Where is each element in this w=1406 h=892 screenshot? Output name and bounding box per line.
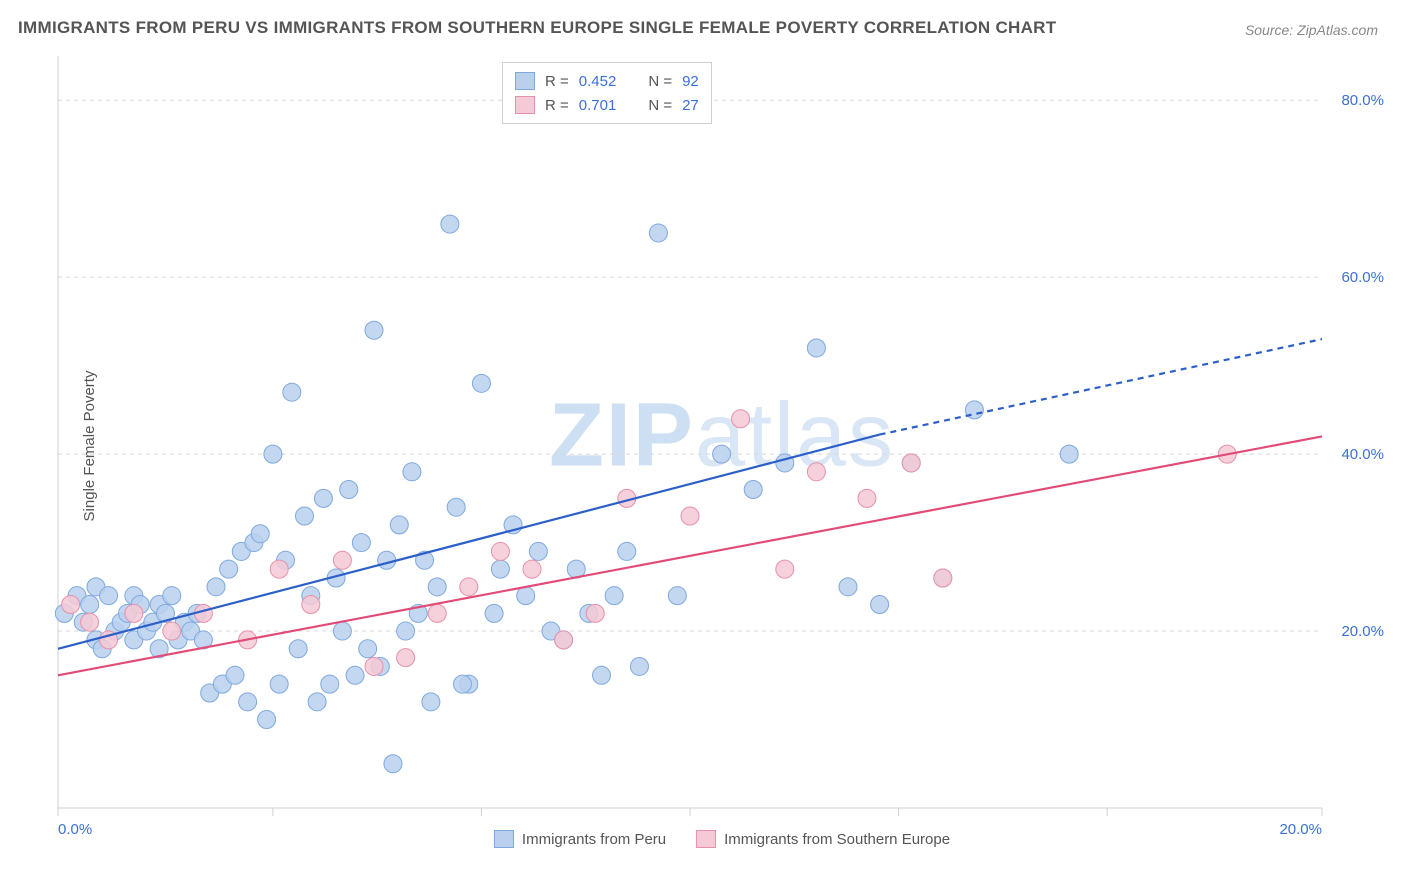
svg-text:20.0%: 20.0% xyxy=(1279,821,1322,838)
legend-label-seurope: Immigrants from Southern Europe xyxy=(724,831,950,848)
svg-text:40.0%: 40.0% xyxy=(1341,446,1384,463)
legend-item-seurope: Immigrants from Southern Europe xyxy=(696,830,950,848)
n-value-seurope: 27 xyxy=(682,97,699,114)
r-value-seurope: 0.701 xyxy=(579,97,617,114)
correlation-legend: R = 0.452 N = 92 R = 0.701 N = 27 xyxy=(502,62,712,124)
r-label: R = xyxy=(545,97,569,114)
n-label: N = xyxy=(648,73,672,90)
legend-row-peru: R = 0.452 N = 92 xyxy=(515,69,699,93)
swatch-seurope xyxy=(696,830,716,848)
swatch-peru xyxy=(515,72,535,90)
svg-text:60.0%: 60.0% xyxy=(1341,269,1384,286)
legend-item-peru: Immigrants from Peru xyxy=(494,830,666,848)
svg-text:0.0%: 0.0% xyxy=(58,821,92,838)
r-label: R = xyxy=(545,73,569,90)
n-label: N = xyxy=(648,97,672,114)
source-attribution: Source: ZipAtlas.com xyxy=(1245,22,1378,38)
legend-row-seurope: R = 0.701 N = 27 xyxy=(515,93,699,117)
r-value-peru: 0.452 xyxy=(579,73,617,90)
swatch-seurope xyxy=(515,96,535,114)
legend-label-peru: Immigrants from Peru xyxy=(522,831,666,848)
svg-text:20.0%: 20.0% xyxy=(1341,623,1384,640)
scatter-plot: 20.0% 40.0% 60.0% 80.0% 0.0% 20.0% xyxy=(52,52,1392,852)
n-value-peru: 92 xyxy=(682,73,699,90)
svg-text:80.0%: 80.0% xyxy=(1341,92,1384,109)
chart-title: IMMIGRANTS FROM PERU VS IMMIGRANTS FROM … xyxy=(18,18,1056,38)
chart-area: ZIPatlas 20.0%40.0%60.0%80.0%0.0%20.0% R… xyxy=(52,52,1392,852)
series-legend: Immigrants from Peru Immigrants from Sou… xyxy=(494,830,950,848)
swatch-peru xyxy=(494,830,514,848)
